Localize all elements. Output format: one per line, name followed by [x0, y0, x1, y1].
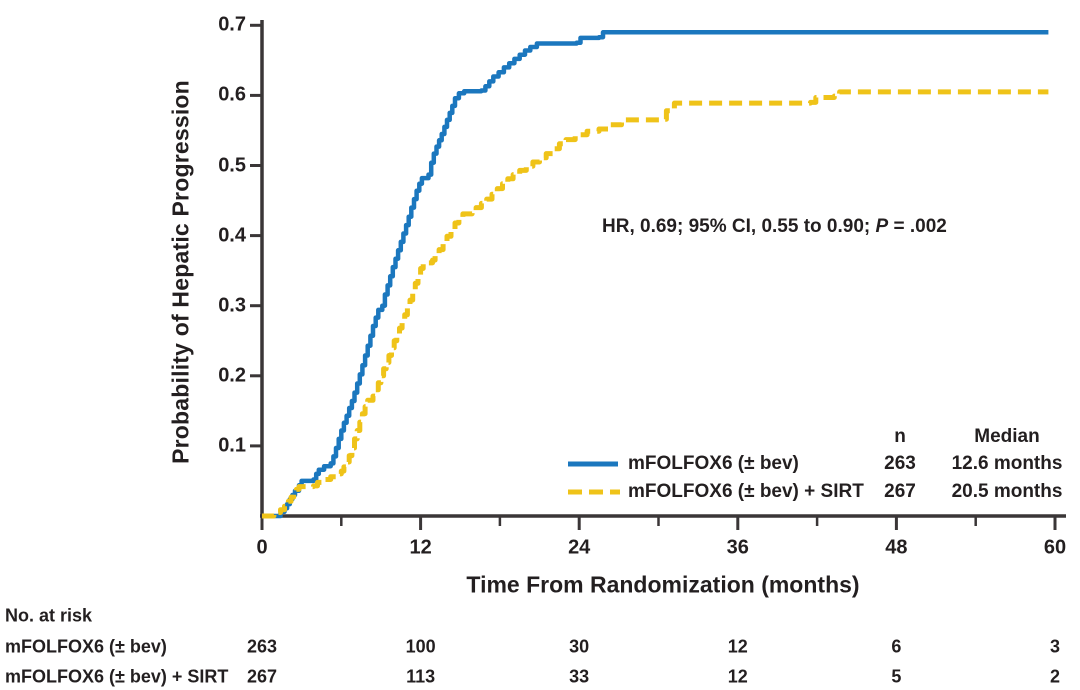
risk-count: 263	[246, 636, 278, 657]
p-value-symbol: P	[875, 216, 889, 237]
hr-annotation: HR, 0.69; 95% CI, 0.55 to 0.90; P = .002	[602, 216, 947, 238]
risk-count: 267	[246, 666, 278, 687]
risk-table-title: No. at risk	[5, 605, 93, 626]
legend-n-sirt: 267	[884, 481, 916, 502]
legend-median-folfox: 12.6 months	[951, 453, 1063, 474]
x-tick-label: 0	[256, 536, 268, 559]
y-axis-title: Probability of Hepatic Progression	[167, 80, 194, 464]
curve-sirt	[262, 89, 1049, 519]
risk-count: 6	[891, 636, 902, 657]
x-tick-label: 36	[726, 536, 749, 559]
x-tick-label: 48	[885, 536, 908, 559]
legend-n-folfox: 263	[884, 453, 916, 474]
risk-count: 113	[406, 666, 436, 687]
risk-row-label-sirt: mFOLFOX6 (± bev) + SIRT	[5, 666, 229, 687]
y-tick-label: 0.2	[218, 364, 246, 387]
y-tick-label: 0.6	[218, 83, 246, 106]
y-tick-label: 0.1	[218, 434, 246, 457]
legend-line-folfox	[568, 461, 618, 467]
legend-median-sirt: 20.5 months	[951, 481, 1063, 502]
x-tick-label: 12	[409, 536, 432, 559]
risk-count: 100	[405, 636, 436, 657]
x-tick-label: 60	[1043, 536, 1067, 559]
legend-label-folfox: mFOLFOX6 (± bev)	[628, 453, 799, 474]
curve-folfox	[262, 30, 1049, 519]
risk-count: 5	[891, 666, 902, 687]
risk-row-label-folfox: mFOLFOX6 (± bev)	[5, 636, 167, 657]
hr-annotation-text: HR, 0.69; 95% CI, 0.55 to 0.90;	[602, 216, 876, 237]
legend-label-sirt: mFOLFOX6 (± bev) + SIRT	[628, 481, 864, 502]
x-tick-label: 24	[568, 536, 591, 559]
legend-line-sirt	[568, 489, 620, 495]
y-tick-label: 0.7	[218, 13, 246, 36]
y-tick-label: 0.4	[218, 224, 246, 247]
p-value-text: = .002	[888, 216, 947, 237]
x-axis-title: Time From Randomization (months)	[466, 571, 860, 598]
legend-col-median-header: Median	[974, 426, 1040, 447]
risk-count: 12	[727, 666, 748, 687]
risk-count: 3	[1049, 636, 1061, 657]
risk-count: 2	[1049, 666, 1061, 687]
risk-count: 30	[569, 636, 590, 657]
y-tick-label: 0.3	[218, 294, 246, 317]
risk-count: 33	[569, 666, 590, 687]
legend-col-n-header: n	[894, 426, 906, 447]
y-tick-label: 0.5	[218, 154, 246, 176]
risk-count: 12	[727, 636, 748, 657]
